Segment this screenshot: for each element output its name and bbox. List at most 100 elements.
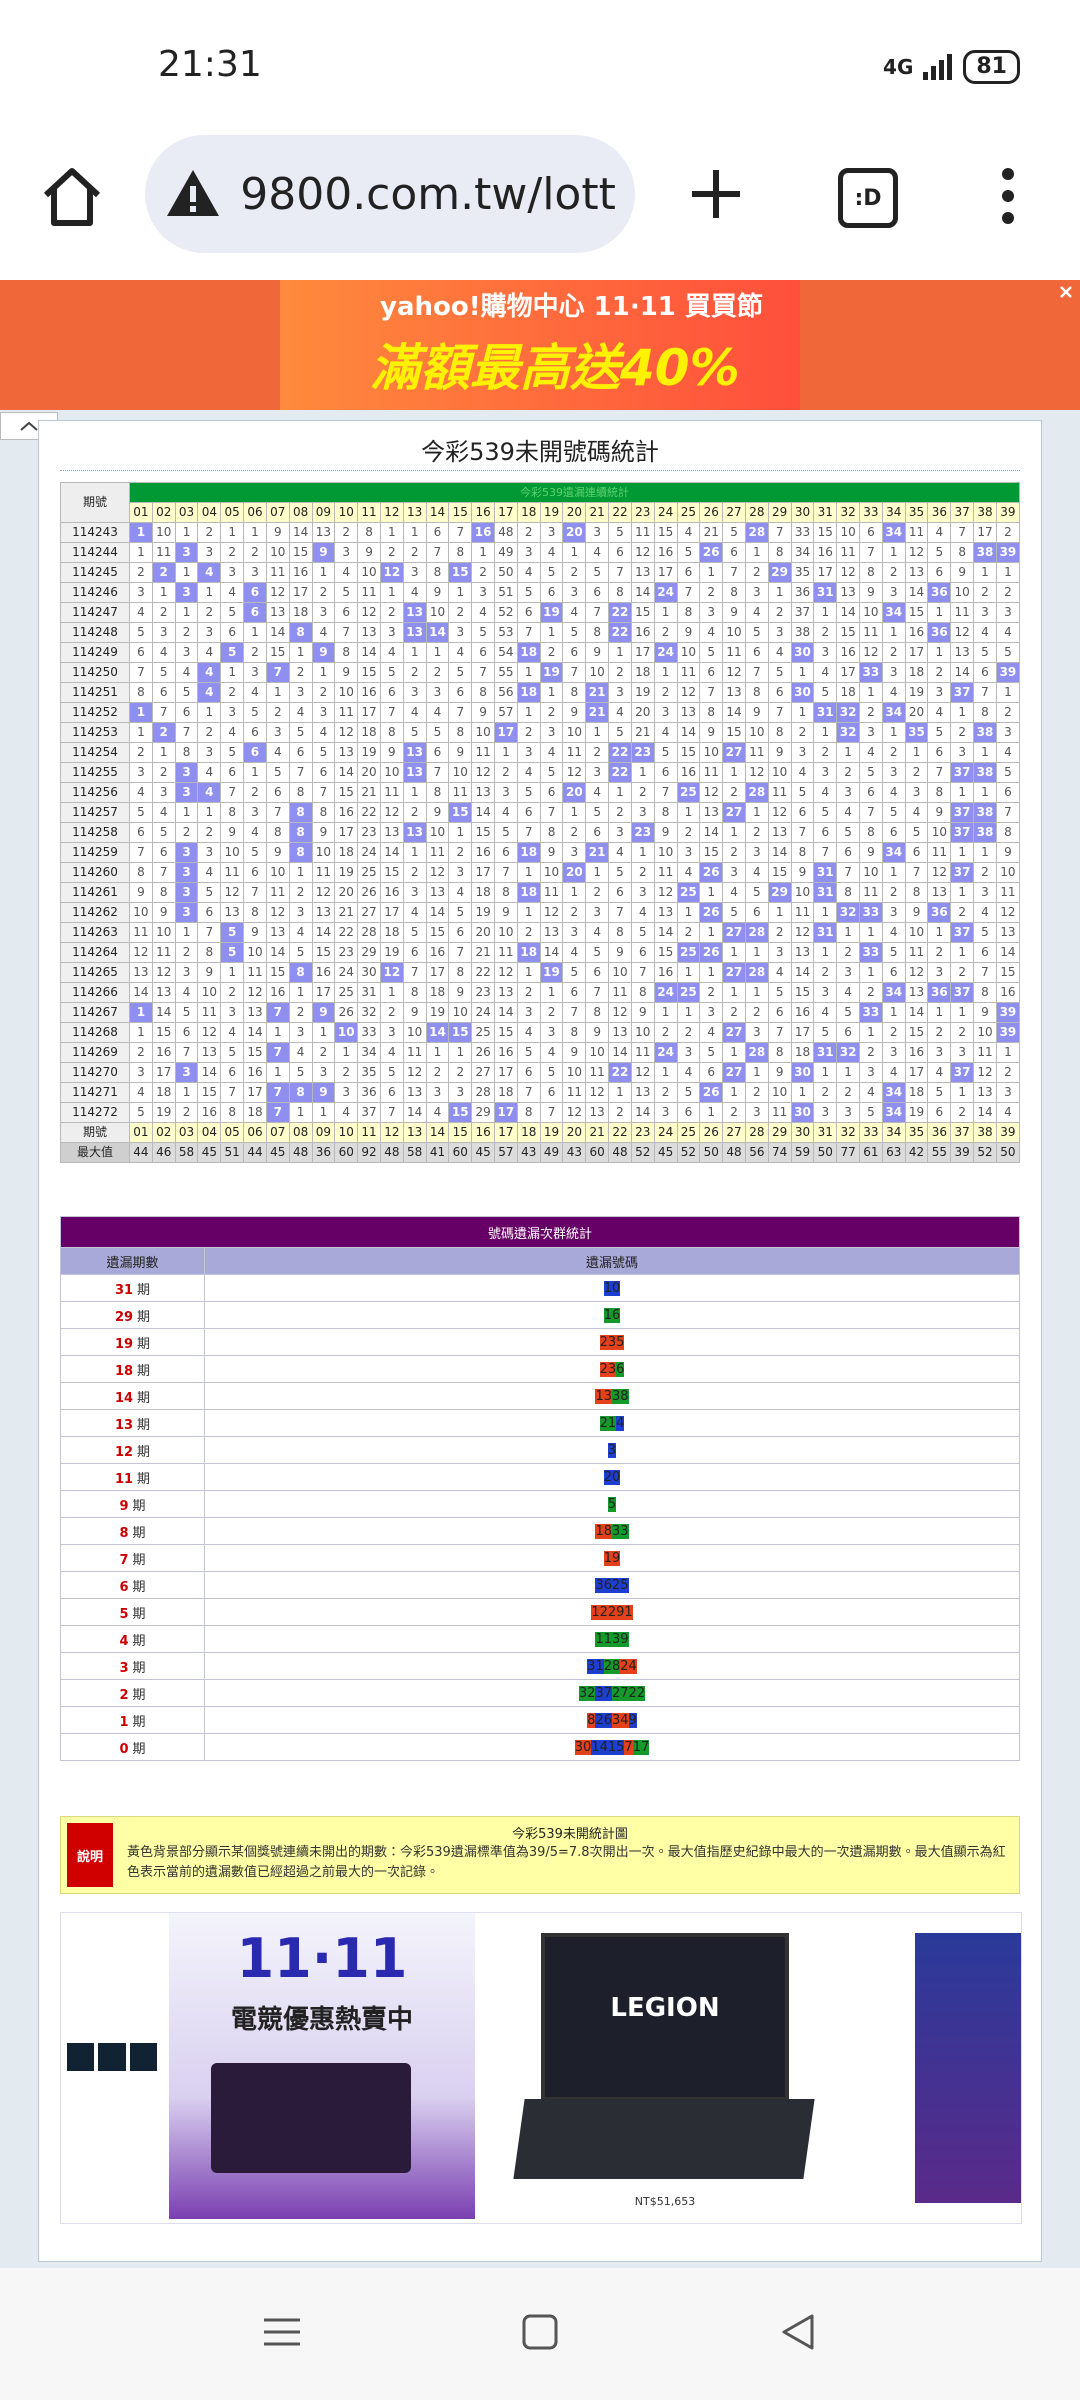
miss-cell: 13 bbox=[357, 622, 381, 643]
miss-cell: 8 bbox=[562, 682, 587, 703]
footer-label: 期號 bbox=[60, 1122, 130, 1143]
miss-cell: 17 bbox=[653, 562, 678, 583]
miss-cell: 11 bbox=[767, 782, 792, 803]
miss-count: 8 bbox=[119, 1525, 129, 1541]
max-value: 46 bbox=[151, 1142, 176, 1163]
ball: 29 bbox=[607, 1604, 625, 1620]
period-cell: 114261 bbox=[60, 882, 130, 903]
miss-cell: 1 bbox=[311, 662, 336, 683]
miss-cell: 1 bbox=[950, 782, 975, 803]
miss-cell: 5 bbox=[904, 822, 929, 843]
miss-cell: 1 bbox=[881, 622, 906, 643]
note-title: 今彩539未開統計圖 bbox=[512, 1827, 628, 1842]
drawn-cell: 30 bbox=[790, 1102, 815, 1123]
miss-cell: 5 bbox=[995, 762, 1021, 783]
miss-cell: 1 bbox=[859, 682, 883, 703]
nav-home[interactable] bbox=[520, 2312, 560, 2352]
miss-cell: 2 bbox=[608, 1102, 632, 1123]
miss-cell: 2 bbox=[265, 702, 290, 723]
miss-cell: 17 bbox=[425, 962, 450, 983]
miss-cell: 10 bbox=[311, 842, 336, 863]
period-row: 114250 7 5 4 4 1 3 7 2 1 9 15 5 2 2 5 7 55 1 19 7 10 2 18 1 11 6 12… bbox=[60, 662, 1021, 683]
miss-cell: 7 bbox=[448, 522, 473, 543]
miss-cell: 6 bbox=[197, 902, 222, 923]
miss-cell: 4 bbox=[585, 782, 610, 803]
miss-cell: 6 bbox=[676, 1102, 701, 1123]
miss-cell: 1 bbox=[516, 662, 541, 683]
nav-recents[interactable] bbox=[262, 2312, 302, 2352]
miss-cell: 8 bbox=[608, 922, 632, 943]
miss-cell: 1 bbox=[950, 1082, 975, 1103]
miss-cell: 22 bbox=[357, 802, 381, 823]
miss-cell: 3 bbox=[653, 1102, 678, 1123]
miss-cell: 30 bbox=[357, 962, 381, 983]
miss-cell: 4 bbox=[265, 742, 290, 763]
miss-cell: 10 bbox=[379, 762, 404, 783]
title-row: 號碼遺漏次群統計 bbox=[60, 1216, 1020, 1248]
ball: 26 bbox=[595, 1712, 612, 1728]
period-row: 114243 1 10 1 2 1 1 9 14 13 2 8 1 1 6 7 16 48 2 3 20 3 5 11 15 4 2… bbox=[60, 522, 1021, 543]
period-row: 114265 13 12 3 9 1 11 15 8 16 24 30 12 7 17 8 22 12 1 19 5 6 1… bbox=[60, 962, 1021, 983]
miss-cell: 4 bbox=[311, 722, 336, 743]
miss-cell: 7 bbox=[494, 862, 518, 883]
miss-cell: 5 bbox=[265, 762, 290, 783]
miss-cell: 2 bbox=[744, 1082, 769, 1103]
miss-cell: 2 bbox=[585, 742, 610, 763]
miss-cell: 8 bbox=[402, 982, 427, 1003]
miss-cell: 10 bbox=[448, 762, 473, 783]
miss-cell: 1 bbox=[288, 1102, 313, 1123]
miss-cell: 15 bbox=[265, 642, 290, 663]
miss-cell: 19 bbox=[357, 742, 381, 763]
miss-cell: 4 bbox=[334, 1102, 359, 1123]
miss-cell: 1 bbox=[265, 1062, 290, 1083]
miss-count: 2 bbox=[119, 1687, 129, 1703]
top-ad[interactable]: yahoo!購物中心 11·11 買買節 滿額最高送40% bbox=[0, 280, 1080, 410]
miss-cell: 5 bbox=[813, 1022, 838, 1043]
miss-cell: 3 bbox=[744, 1022, 769, 1043]
group-row: 14 期 1338 bbox=[60, 1382, 1020, 1410]
miss-cell: 7 bbox=[265, 802, 290, 823]
miss-count: 19 bbox=[114, 1336, 134, 1352]
number-header: 19 bbox=[539, 502, 564, 523]
miss-cell: 13 bbox=[927, 882, 952, 903]
miss-cell: 12 bbox=[904, 962, 929, 983]
drawn-cell: 32 bbox=[836, 722, 860, 743]
drawn-cell: 8 bbox=[288, 622, 313, 643]
miss-cell: 6 bbox=[653, 762, 678, 783]
miss-cell: 1 bbox=[653, 602, 678, 623]
miss-cell: 1 bbox=[881, 722, 906, 743]
miss-cell: 2 bbox=[562, 822, 587, 843]
miss-cell: 7 bbox=[767, 1022, 792, 1043]
drawn-cell: 22 bbox=[608, 622, 632, 643]
bottom-ad[interactable]: 11·11 電競優惠熱賣中 LEGION NT$51,653 bbox=[60, 1912, 1022, 2224]
miss-cell: 6 bbox=[836, 842, 860, 863]
ad-close[interactable] bbox=[1058, 284, 1074, 300]
miss-cell: 2 bbox=[402, 862, 427, 883]
drawn-cell: 31 bbox=[813, 702, 838, 723]
home-button[interactable] bbox=[40, 165, 104, 229]
miss-cell: 14 bbox=[904, 582, 929, 603]
tabs-button[interactable]: :D bbox=[838, 168, 898, 228]
miss-cell: 5 bbox=[653, 742, 678, 763]
miss-cell: 2 bbox=[129, 742, 153, 763]
miss-cell: 3 bbox=[585, 762, 610, 783]
group-balls: 214 bbox=[204, 1409, 1020, 1437]
new-tab-button[interactable] bbox=[688, 166, 744, 222]
miss-cell: 1 bbox=[288, 862, 313, 883]
miss-cell: 1 bbox=[813, 942, 838, 963]
miss-cell: 6 bbox=[904, 842, 929, 863]
miss-cell: 3 bbox=[311, 602, 336, 623]
miss-cell: 2 bbox=[516, 522, 541, 543]
miss-cell: 11 bbox=[722, 642, 746, 663]
miss-cell: 3 bbox=[243, 802, 267, 823]
menu-button[interactable] bbox=[996, 166, 1020, 226]
miss-cell: 25 bbox=[471, 1022, 495, 1043]
miss-cell: 3 bbox=[151, 622, 176, 643]
miss-cell: 5 bbox=[927, 722, 952, 743]
miss-cell: 14 bbox=[653, 922, 678, 943]
nav-back[interactable] bbox=[778, 2312, 818, 2352]
miss-cell: 5 bbox=[129, 802, 153, 823]
address-bar[interactable]: 9800.com.tw/lott bbox=[145, 135, 635, 253]
miss-cell: 1 bbox=[722, 1082, 746, 1103]
miss-cell: 2 bbox=[288, 882, 313, 903]
